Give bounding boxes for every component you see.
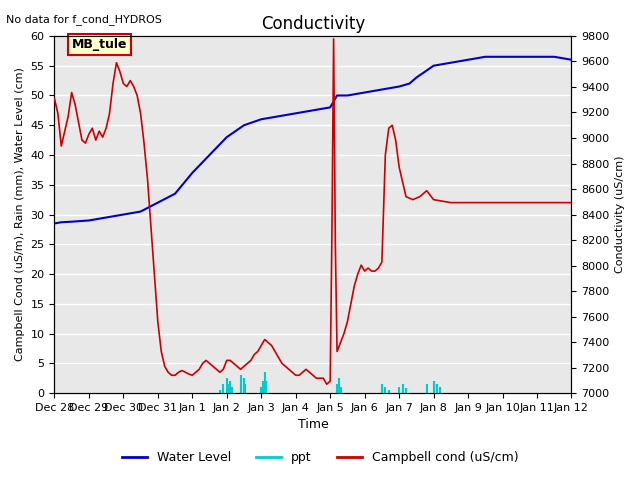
- Title: Conductivity: Conductivity: [261, 15, 365, 33]
- Text: No data for f_cond_HYDROS: No data for f_cond_HYDROS: [6, 14, 163, 25]
- Text: MB_tule: MB_tule: [72, 38, 127, 51]
- Legend: Water Level, ppt, Campbell cond (uS/cm): Water Level, ppt, Campbell cond (uS/cm): [116, 446, 524, 469]
- X-axis label: Time: Time: [298, 419, 328, 432]
- Y-axis label: Campbell Cond (uS/m), Rain (mm), Water Level (cm): Campbell Cond (uS/m), Rain (mm), Water L…: [15, 68, 25, 361]
- Y-axis label: Conductivity (uS/cm): Conductivity (uS/cm): [615, 156, 625, 273]
